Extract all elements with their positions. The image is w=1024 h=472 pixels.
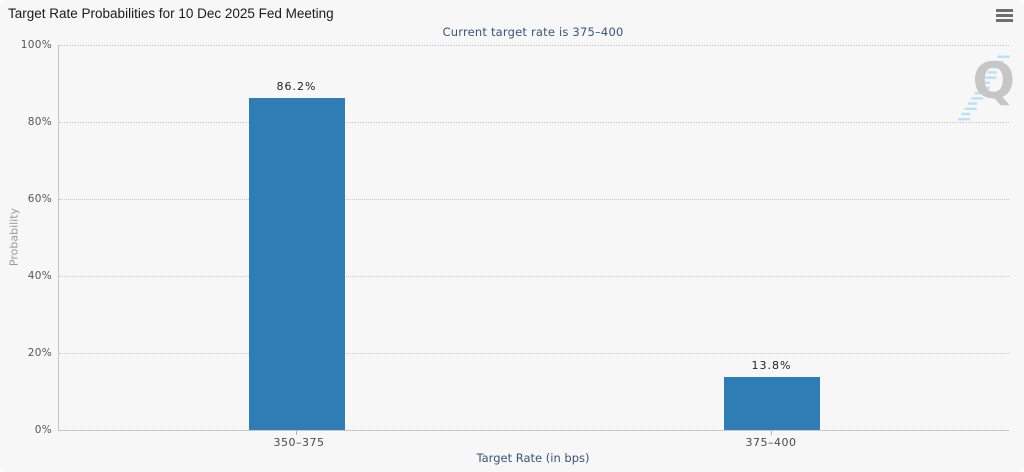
gridline-60pct xyxy=(59,199,1009,200)
y-tick-label: 40% xyxy=(27,270,52,282)
bar-350-375[interactable] xyxy=(248,98,345,430)
gridline-40pct xyxy=(59,276,1009,277)
bar-group: 13.8% xyxy=(702,45,842,430)
gridline-0pct xyxy=(59,430,1009,431)
x-category-label: 350–375 xyxy=(273,436,325,449)
bar-value-label: 86.2% xyxy=(276,80,317,94)
y-tick-label: 60% xyxy=(27,193,52,205)
quikstrike-watermark: Q xyxy=(957,52,1015,124)
hamburger-icon xyxy=(996,9,1013,12)
bar-375-400[interactable] xyxy=(723,376,820,430)
q-logo-letter: Q xyxy=(972,52,1015,110)
plot-area: Q 86.2% 13.8% xyxy=(58,45,1015,435)
hamburger-icon xyxy=(996,19,1013,22)
gridline-20pct xyxy=(59,353,1009,354)
x-axis-title: Target Rate (in bps) xyxy=(476,451,590,465)
bar-value-label: 13.8% xyxy=(751,358,792,372)
gridline-80pct xyxy=(59,122,1009,123)
x-category-label: 375–400 xyxy=(745,436,797,449)
x-tick-mark xyxy=(295,431,297,435)
x-tick-mark xyxy=(770,431,772,435)
hamburger-icon xyxy=(996,14,1013,17)
chart-subtitle: Current target rate is 375–400 xyxy=(442,25,624,39)
y-tick-label: 20% xyxy=(27,347,52,359)
y-tick-label: 80% xyxy=(27,116,52,128)
bar-group: 86.2% xyxy=(227,45,367,430)
y-tick-label: 0% xyxy=(34,424,52,436)
chart-title: Target Rate Probabilities for 10 Dec 202… xyxy=(8,6,334,21)
watermark-dashes-icon xyxy=(958,55,1010,121)
y-tick-label: 100% xyxy=(20,39,52,51)
y-axis-title: Probability xyxy=(7,207,21,267)
hamburger-menu-button[interactable] xyxy=(996,9,1013,24)
gridline-100pct xyxy=(59,45,1009,46)
